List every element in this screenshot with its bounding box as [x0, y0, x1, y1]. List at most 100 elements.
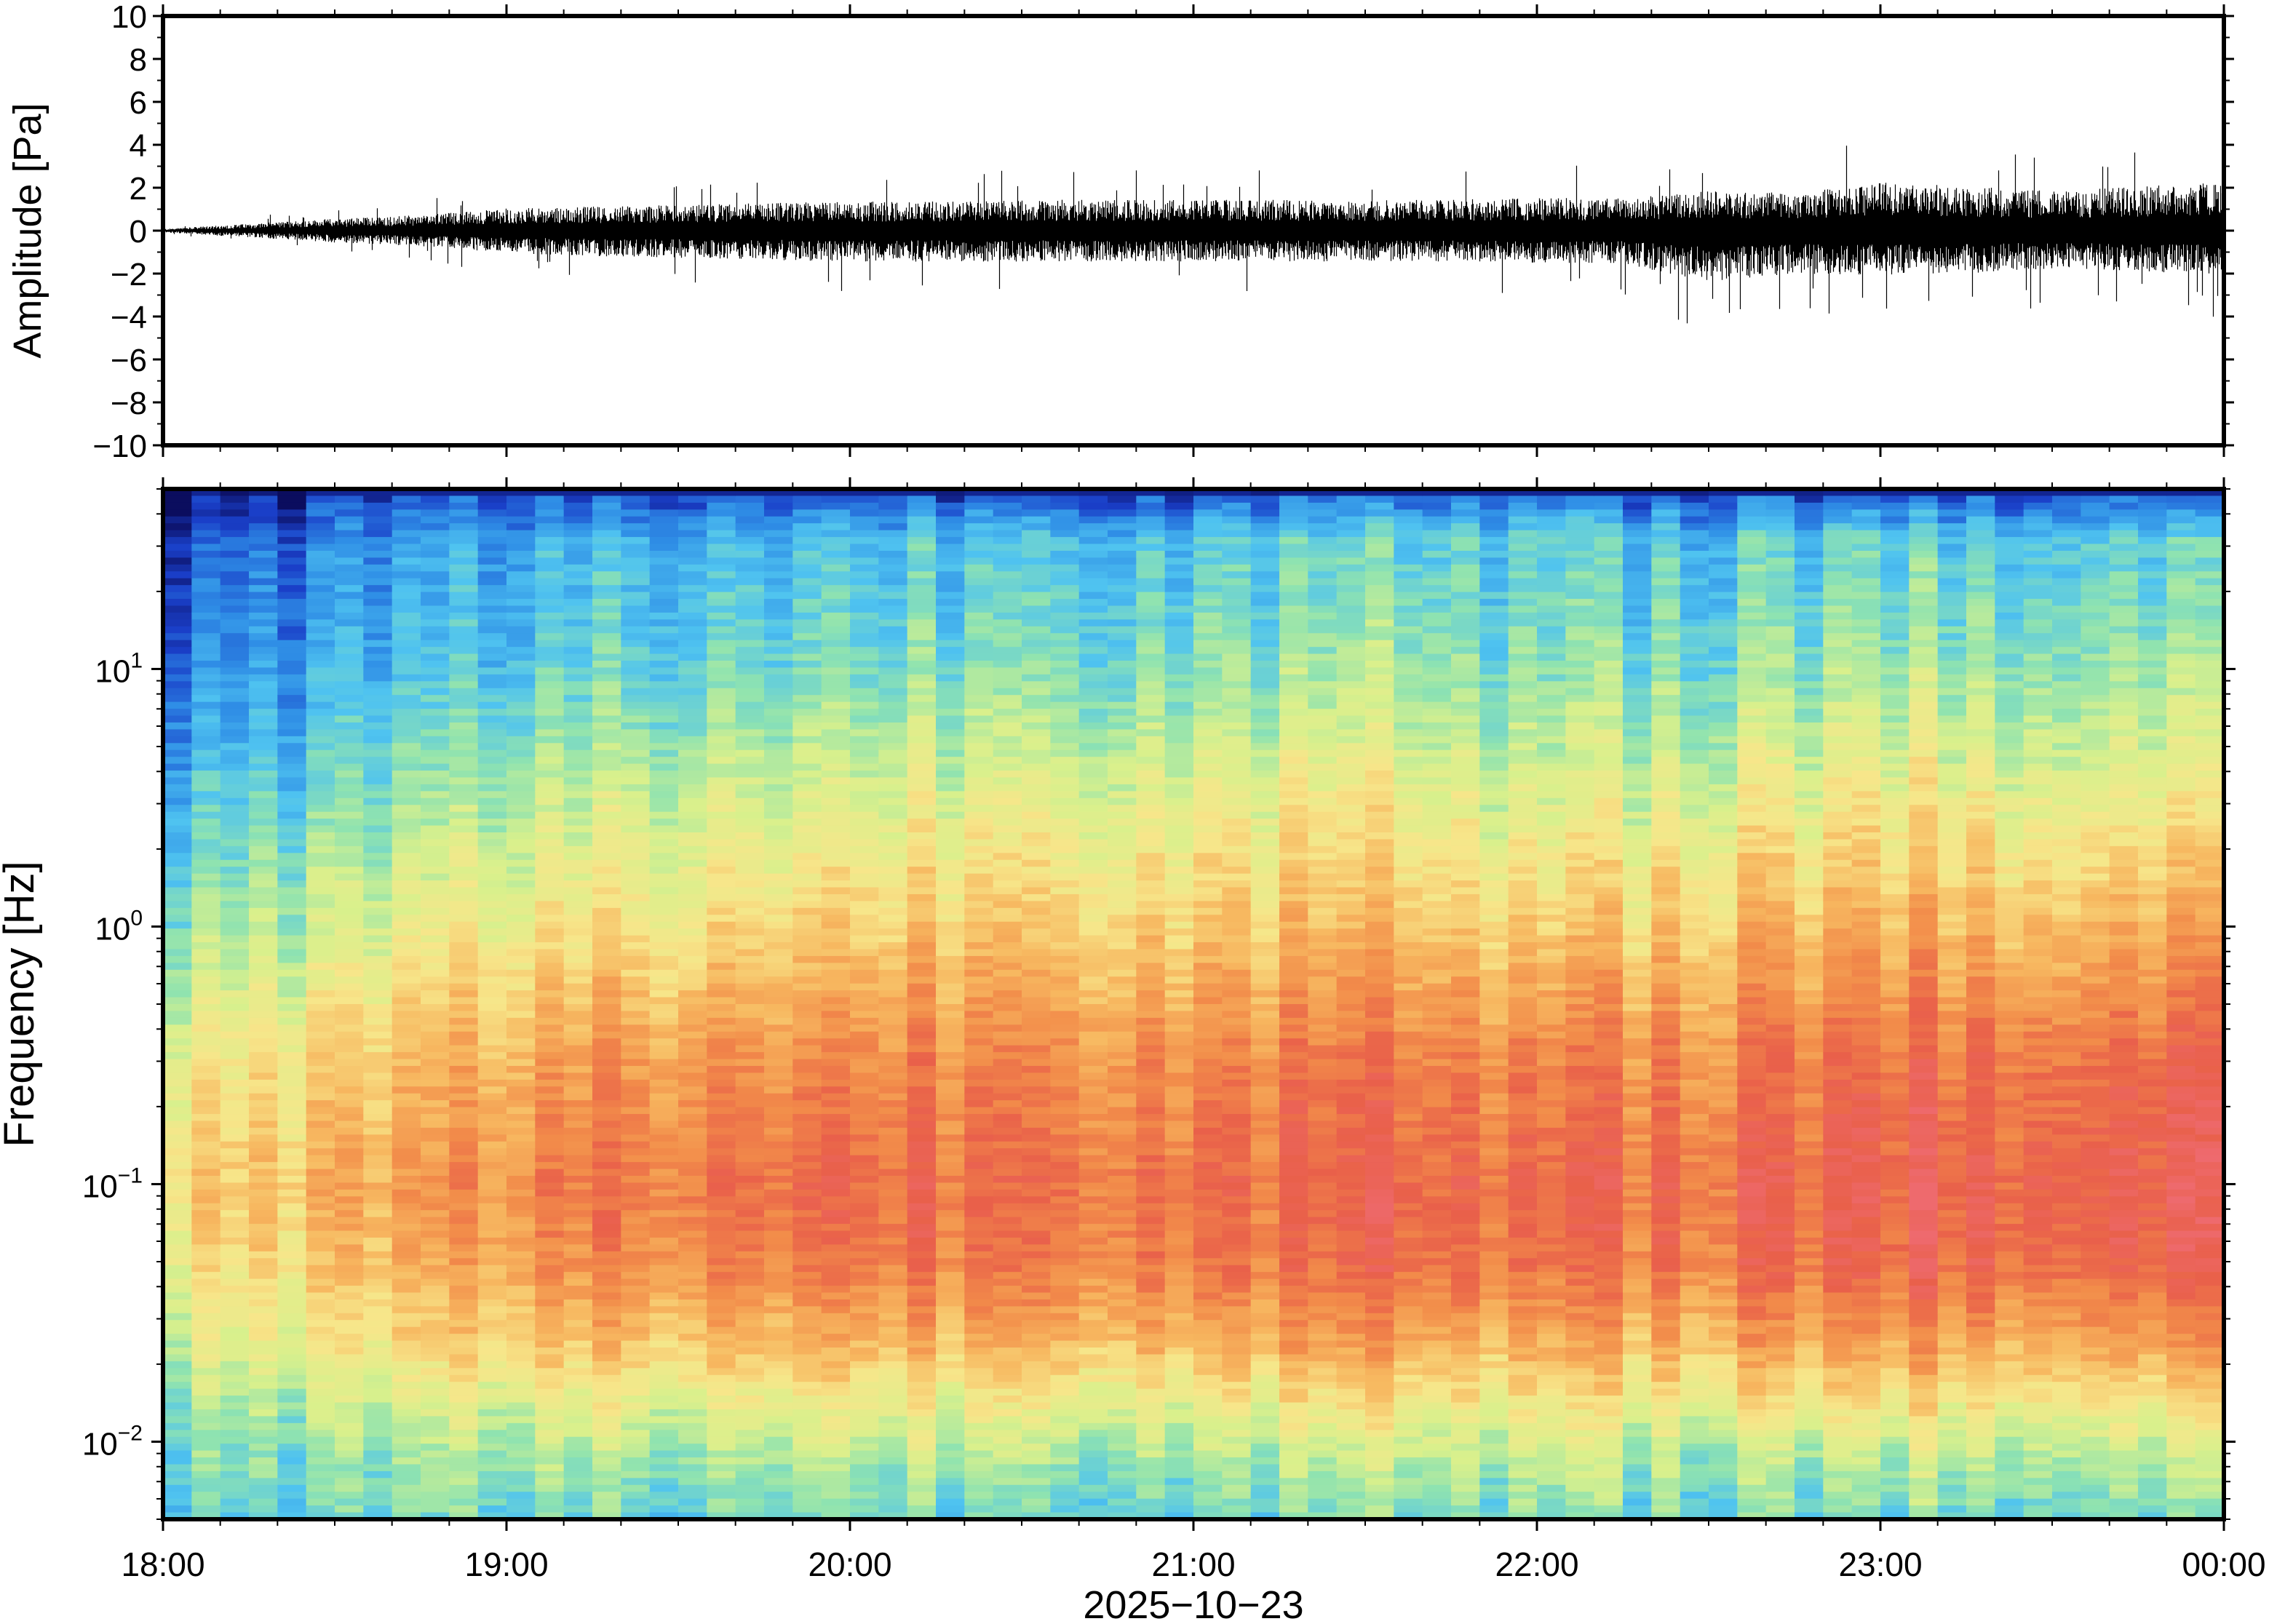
spectrogram-cell [163, 880, 193, 888]
spectrogram-cell [306, 509, 335, 517]
spectrogram-cell [1022, 811, 1052, 819]
spectrogram-cell [878, 585, 908, 593]
spectrogram-cell [621, 1114, 651, 1122]
spectrogram-cell [1078, 763, 1108, 771]
spectrogram-cell [993, 1265, 1022, 1273]
spectrogram-cell [191, 853, 221, 861]
spectrogram-cell [936, 599, 966, 607]
spectrogram-cell [1050, 1017, 1080, 1026]
spectrogram-cell [191, 921, 221, 929]
spectrogram-cell [936, 969, 966, 978]
spectrogram-cell [506, 1196, 536, 1204]
spectrogram-cell [421, 550, 450, 559]
spectrogram-cell [506, 544, 536, 552]
spectrogram-cell [907, 1031, 937, 1039]
spectrogram-cell [477, 1299, 507, 1307]
spectrogram-cell [1022, 1045, 1052, 1053]
spectrogram-cell [936, 619, 966, 627]
spectrogram-cell [964, 674, 994, 682]
spectrogram-cell [649, 743, 679, 751]
spectrogram-cell [735, 1450, 765, 1458]
spectrogram-cell [678, 949, 708, 957]
spectrogram-cell [993, 839, 1022, 847]
spectrogram-cell [220, 1004, 250, 1012]
spectrogram-cell [249, 805, 279, 813]
spectrogram-cell [1050, 489, 1080, 497]
spectrogram-cell [163, 867, 193, 875]
spectrogram-cell [907, 1196, 937, 1204]
spectrogram-cell [1022, 1422, 1052, 1431]
spectrogram-cell [277, 1409, 307, 1417]
spectrogram-cell [993, 1464, 1022, 1472]
spectrogram-cell [163, 1230, 193, 1238]
spectrogram-cell [707, 502, 736, 511]
spectrogram-cell [878, 1189, 908, 1198]
spectrogram-cell [1078, 495, 1108, 503]
spectrogram-cell [563, 921, 593, 929]
spectrogram-cell [735, 1396, 765, 1404]
spectrogram-cell [993, 997, 1022, 1005]
spectrogram-cell [993, 1182, 1022, 1190]
spectrogram-cell [506, 811, 536, 819]
spectrogram-cell [936, 1354, 966, 1362]
spectrogram-cell [277, 763, 307, 771]
spectrogram-cell [707, 1114, 736, 1122]
spectrogram-cell [306, 1065, 335, 1074]
spectrogram-cell [277, 1086, 307, 1094]
spectrogram-cell [936, 839, 966, 847]
spectrogram-cell [678, 502, 708, 511]
spectrogram-cell [821, 722, 851, 731]
spectrogram-cell [850, 955, 880, 964]
spectrogram-cell [506, 571, 536, 579]
spectrogram-cell [163, 1286, 193, 1294]
spectrogram-cell [993, 749, 1022, 757]
spectrogram-cell [1022, 1334, 1052, 1342]
spectrogram-cell [477, 571, 507, 579]
spectrogram-cell [1078, 578, 1108, 586]
spectrogram-cell [277, 1224, 307, 1232]
spectrogram-cell [249, 853, 279, 861]
spectrogram-cell [563, 1470, 593, 1479]
spectrogram-cell [764, 1230, 794, 1238]
spectrogram-cell [621, 612, 651, 621]
spectrogram-cell [449, 1422, 479, 1431]
spectrogram-cell [792, 1045, 822, 1053]
spectrogram-cell [191, 873, 221, 881]
spectrogram-cell [907, 578, 937, 586]
spectrogram-cell [1050, 805, 1080, 813]
spectrogram-cell [792, 1416, 822, 1424]
spectrogram-cell [878, 873, 908, 881]
spectrogram-cell [277, 784, 307, 792]
spectrogram-cell [707, 722, 736, 731]
spectrogram-cell [191, 1334, 221, 1342]
spectrogram-cell [249, 1031, 279, 1039]
spectrogram-cell [649, 1258, 679, 1266]
spectrogram-cell [792, 915, 822, 923]
spectrogram-cell [850, 736, 880, 744]
spectrogram-cell [506, 1498, 536, 1506]
spectrogram-cell [735, 537, 765, 545]
spectrogram-cell [649, 901, 679, 909]
spectrogram-cell [163, 612, 193, 621]
spectrogram-cell [421, 1278, 450, 1286]
spectrogram-cell [993, 509, 1022, 517]
spectrogram-cell [592, 921, 622, 929]
spectrogram-cell [878, 859, 908, 867]
spectrogram-cell [592, 647, 622, 655]
spectrogram-cell [907, 1210, 937, 1218]
spectrogram-cell [506, 797, 536, 806]
spectrogram-cell [535, 1100, 565, 1108]
spectrogram-cell [907, 853, 937, 861]
spectrogram-cell [850, 811, 880, 819]
spectrogram-cell [621, 516, 651, 524]
spectrogram-cell [821, 963, 851, 971]
spectrogram-cell [449, 928, 479, 936]
spectrogram-cell [306, 1388, 335, 1396]
spectrogram-cell [1050, 544, 1080, 552]
spectrogram-cell [335, 1334, 365, 1342]
spectrogram-cell [306, 976, 335, 984]
spectrogram-cell [936, 990, 966, 998]
spectrogram-cell [878, 1162, 908, 1170]
spectrogram-cell [592, 1409, 622, 1417]
spectrogram-cell [477, 1478, 507, 1486]
